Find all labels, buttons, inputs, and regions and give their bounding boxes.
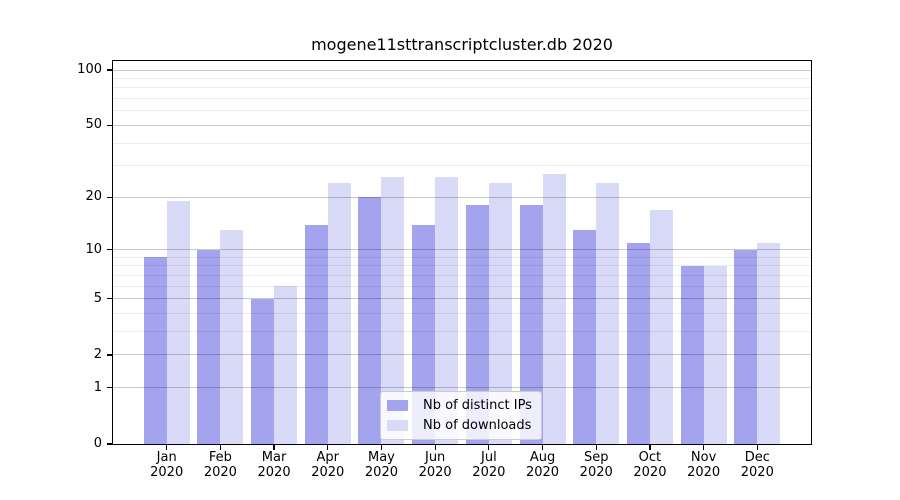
bar-downloads-apr	[327, 183, 351, 444]
bar-downloads-jun	[435, 176, 459, 444]
bar-distinct-ips-nov	[680, 265, 704, 444]
x-tick-label-nov: Nov 2020	[687, 450, 721, 480]
bar-distinct-ips-oct	[626, 242, 650, 444]
y-tick-label-2: 2	[93, 346, 102, 362]
x-tick-label-mar: Mar 2020	[257, 450, 291, 480]
legend-swatch-distinct-ips-icon	[387, 400, 408, 411]
x-tick-label-jul: Jul 2020	[472, 450, 506, 480]
legend-swatch-downloads-icon	[387, 420, 408, 431]
bar-downloads-jul	[488, 183, 512, 444]
x-tick-label-aug: Aug 2020	[525, 450, 560, 480]
bar-downloads-dec	[757, 242, 781, 444]
bar-distinct-ips-jun	[412, 224, 436, 444]
bar-downloads-aug	[542, 174, 566, 444]
legend-label-distinct-ips: Nb of distinct IPs	[423, 398, 532, 413]
bar-downloads-feb	[220, 230, 244, 444]
bar-distinct-ips-feb	[197, 249, 221, 444]
bar-distinct-ips-aug	[519, 205, 543, 444]
legend-item-downloads: Nb of downloads	[387, 417, 532, 434]
bar-distinct-ips-sep	[573, 230, 597, 444]
legend-item-distinct-ips: Nb of distinct IPs	[387, 397, 532, 414]
bar-downloads-nov	[703, 265, 727, 444]
bar-downloads-oct	[649, 209, 673, 444]
bar-distinct-ips-dec	[734, 249, 758, 444]
x-tick-label-jan: Jan 2020	[150, 450, 184, 480]
plot-area: Nb of distinct IPs Nb of downloads	[112, 60, 812, 445]
y-tick-label-0: 0	[93, 436, 102, 451]
x-tick-label-jun: Jun 2020	[418, 450, 452, 480]
x-tick-label-apr: Apr 2020	[311, 450, 345, 480]
x-tick-label-sep: Sep 2020	[579, 450, 613, 480]
bar-downloads-may	[381, 176, 405, 444]
y-tick-label-100: 100	[77, 62, 102, 78]
x-tick-label-dec: Dec 2020	[740, 450, 774, 480]
bars-layer	[113, 61, 811, 444]
legend-label-downloads: Nb of downloads	[423, 418, 532, 433]
y-tick-label-5: 5	[93, 290, 102, 306]
bar-distinct-ips-jan	[143, 257, 167, 444]
y-tick-label-1: 1	[93, 379, 102, 395]
x-tick-label-may: May 2020	[364, 450, 398, 480]
x-tick-label-oct: Oct 2020	[633, 450, 667, 480]
legend: Nb of distinct IPs Nb of downloads	[380, 391, 542, 440]
x-tick-label-feb: Feb 2020	[203, 450, 237, 480]
y-tick-label-50: 50	[85, 117, 102, 133]
bar-distinct-ips-jul	[465, 205, 489, 444]
y-tick-label-20: 20	[85, 189, 102, 205]
y-tick-label-10: 10	[85, 241, 102, 257]
chart-title: mogene11sttranscriptcluster.db 2020	[311, 35, 613, 54]
bar-downloads-sep	[596, 183, 620, 444]
bar-downloads-mar	[274, 286, 298, 444]
bar-downloads-jan	[166, 201, 190, 444]
bar-distinct-ips-apr	[304, 224, 328, 444]
bar-distinct-ips-may	[358, 197, 382, 444]
bar-distinct-ips-mar	[251, 298, 275, 444]
